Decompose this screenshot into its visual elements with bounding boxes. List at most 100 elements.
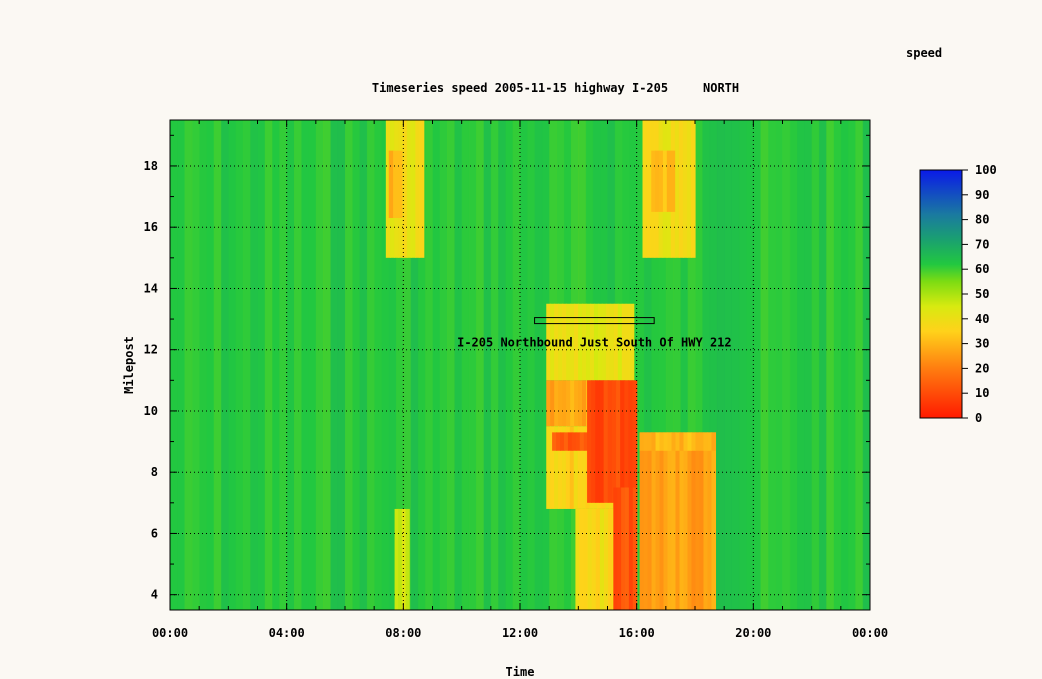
heatmap-cell [570,303,575,381]
heatmap-cell [595,380,601,503]
heatmap-cell [675,432,681,451]
x-tick-label: 08:00 [385,626,421,640]
heatmap-texture [170,120,178,610]
heatmap-cell [562,380,567,427]
colorbar-tick-label: 0 [975,411,982,425]
y-tick-label: 4 [151,588,158,602]
heatmap-cell [577,426,583,509]
heatmap-texture [177,120,186,610]
heatmap-cell [671,432,677,451]
heatmap-cell [394,508,399,610]
heatmap-texture [206,120,215,610]
heatmap-cell [628,487,634,610]
x-tick-label: 16:00 [619,626,655,640]
heatmap-cell [546,426,551,509]
heatmap-cell [647,432,653,610]
heatmap-cell [571,432,577,451]
y-tick-label: 14 [144,281,158,295]
heatmap-cell [579,432,585,451]
heatmap-texture [468,120,477,610]
heatmap-texture [199,120,207,610]
heatmap-cell [579,508,585,610]
heatmap-texture [279,120,288,610]
heatmap-texture [862,120,870,610]
heatmap-cell [621,487,626,610]
heatmap-cell [617,487,622,610]
heatmap-cell [683,432,689,451]
x-tick-label: 04:00 [269,626,305,640]
heatmap-texture [388,120,397,610]
colorbar-title: speed [906,46,942,60]
heatmap-cell [687,432,693,451]
heatmap-cell [603,380,609,503]
heatmap-cell [629,303,635,381]
colorbar-tick-label: 40 [975,312,989,326]
heatmap-cell [611,380,617,503]
heatmap-texture [520,120,528,610]
heatmap-texture [731,120,740,610]
heatmap-texture [840,120,849,610]
heatmap-cell [707,432,713,451]
heatmap-cell [575,432,581,451]
heatmap-cell [655,432,661,451]
x-tick-label: 00:00 [152,626,188,640]
heatmap-texture [323,120,331,610]
heatmap-texture [447,120,455,610]
heatmap-texture [702,120,711,610]
heatmap-texture [308,120,317,610]
heatmap-cell [558,303,563,381]
heatmap-cell [388,150,394,218]
heatmap-texture [746,120,754,610]
heatmap-cell [402,120,408,258]
heatmap-texture [767,120,776,610]
x-axis-label: Time [506,665,535,679]
heatmap-cell [593,303,599,381]
heatmap-cell [605,303,611,381]
heatmap-cell [608,508,613,610]
heatmap-cell [583,508,589,610]
heatmap-texture [804,120,813,610]
heatmap-texture [811,120,820,610]
y-tick-label: 18 [144,159,158,173]
heatmap-texture [315,120,324,610]
heatmap-texture [417,120,426,610]
heatmap-texture [724,120,732,610]
heatmap-cell [703,432,709,451]
heatmap-cell [678,120,684,258]
heatmap-texture [848,120,856,610]
y-tick-label: 8 [151,465,158,479]
heatmap-cell [554,426,559,509]
heatmap-cell [554,380,559,427]
heatmap-cell [663,432,669,451]
heatmap-texture [221,120,229,610]
heatmap-cell [397,150,403,218]
y-tick-label: 12 [144,343,158,357]
heatmap-cell [659,150,664,212]
heatmap-texture [775,120,783,610]
heatmap-texture [687,120,696,610]
detector-annotation: I-205 Northbound Just South Of HWY 212 [457,317,732,350]
heatmap-cell [599,508,605,610]
heatmap-texture [695,120,703,610]
heatmap-cell [558,380,563,427]
heatmap-cell [591,508,597,610]
heatmap-cell [687,432,693,610]
colorbar-tick-label: 30 [975,337,989,351]
heatmap-cell [617,303,623,381]
heatmap-texture [855,120,864,610]
heatmap-texture [505,120,514,610]
heatmap-cell [662,150,668,212]
heatmap-cell [398,508,403,610]
heatmap-cell [415,120,421,258]
heatmap-cell [679,432,685,610]
colorbar [919,169,963,419]
heatmap-texture [359,120,368,610]
heatmap-cell [613,303,619,381]
heatmap-texture [352,120,361,610]
heatmap-texture [293,120,302,610]
heatmap-cell [616,380,621,503]
heatmap-cell [639,432,645,451]
heatmap-cell [599,380,605,503]
heatmap-texture [490,120,499,610]
heatmap-texture [264,120,273,610]
